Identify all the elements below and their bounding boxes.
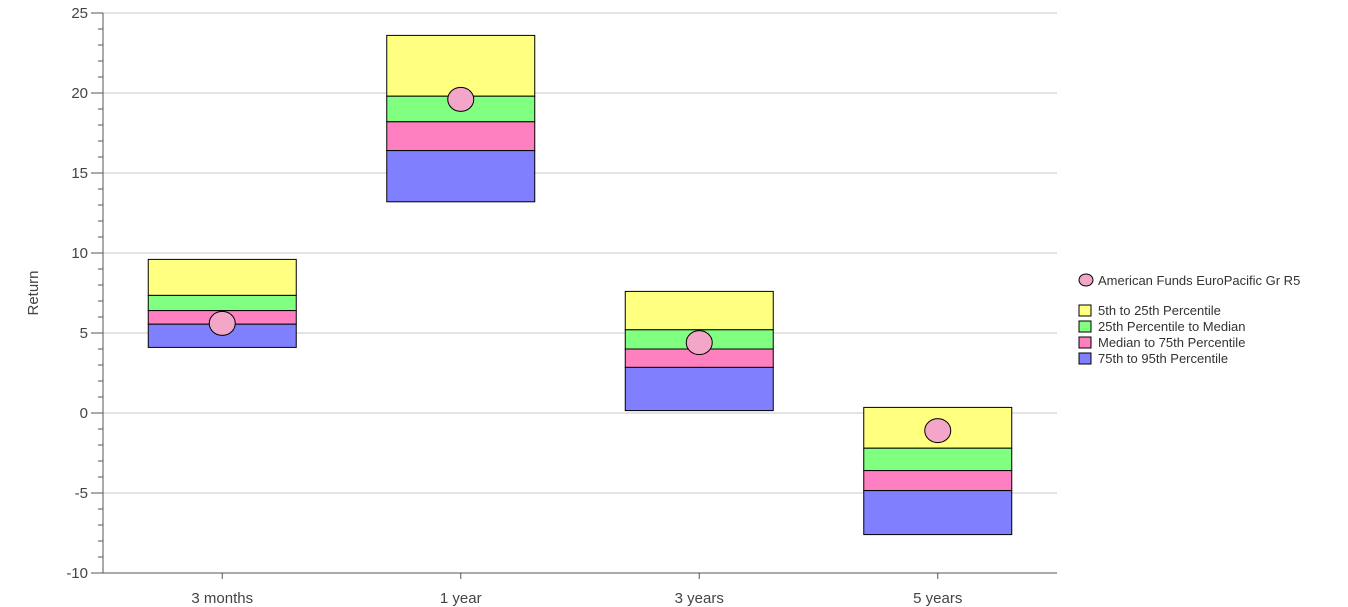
y-tick-label: 25 — [71, 5, 88, 22]
legend-band-swatch — [1078, 336, 1092, 349]
legend-band-label: 75th to 95th Percentile — [1098, 351, 1228, 366]
y-tick-label: -10 — [66, 565, 88, 582]
percentile-band — [386, 150, 536, 203]
legend-fund-label: American Funds EuroPacific Gr R5 — [1098, 273, 1300, 288]
y-tick-label: 0 — [80, 405, 88, 422]
percentile-band — [386, 34, 536, 97]
x-tick-label: 3 years — [675, 590, 724, 607]
percentile-band — [147, 258, 297, 296]
fund-marker — [208, 310, 236, 336]
y-tick-label: 10 — [71, 245, 88, 262]
percentile-boxes — [147, 34, 1013, 536]
percentile-band — [624, 366, 774, 412]
x-tick-label: 5 years — [913, 590, 962, 607]
axes: 25 20 15 10 5 0 -5 -10 3 months 1 year 3 years 5 ye… — [66, 5, 1057, 607]
y-tick-label: 5 — [80, 325, 88, 342]
legend-band-swatch — [1078, 304, 1092, 317]
percentile-band — [863, 470, 1013, 492]
legend-band-swatch — [1078, 320, 1092, 333]
legend: American Funds EuroPacific Gr R5 5th to 2… — [1078, 273, 1300, 366]
fund-marker — [924, 418, 952, 444]
legend-band-label: 25th Percentile to Median — [1098, 319, 1245, 334]
x-tick-label: 1 year — [440, 590, 482, 607]
y-tick-label: -5 — [75, 485, 88, 502]
legend-fund-icon — [1078, 273, 1094, 287]
fund-markers — [208, 86, 952, 444]
y-tick-label: 15 — [71, 165, 88, 182]
fund-marker — [447, 86, 475, 112]
percentile-band — [386, 121, 536, 152]
y-axis-label: Return — [25, 270, 42, 315]
y-tick-label: 20 — [71, 85, 88, 102]
percentile-band — [863, 447, 1013, 472]
legend-band-swatch — [1078, 352, 1092, 365]
legend-band-label: 5th to 25th Percentile — [1098, 303, 1221, 318]
percentile-band — [624, 290, 774, 331]
x-tick-label: 3 months — [191, 590, 253, 607]
fund-marker — [685, 330, 713, 356]
percentile-band — [863, 490, 1013, 536]
percentile-band — [147, 294, 297, 312]
legend-band-label: Median to 75th Percentile — [1098, 335, 1245, 350]
